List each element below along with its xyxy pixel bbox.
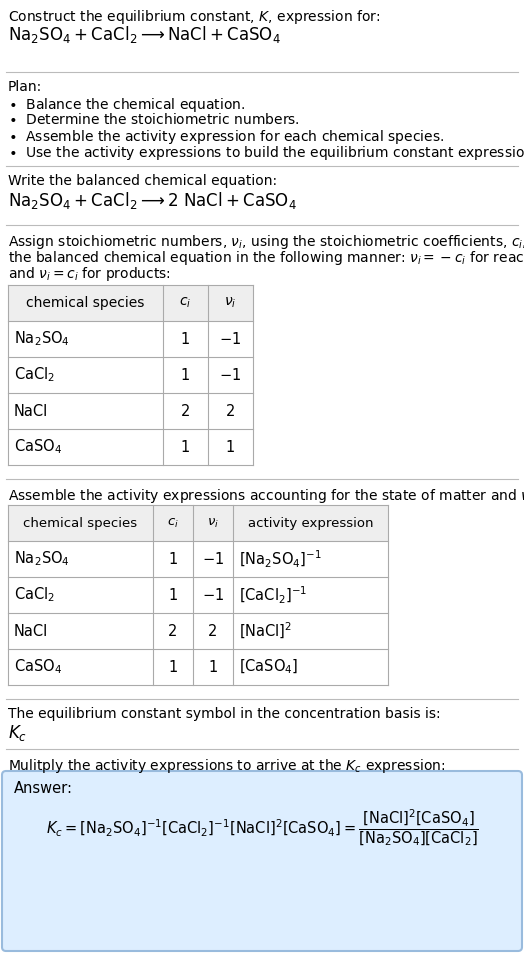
Text: 1: 1 [181, 439, 190, 455]
Text: $\nu_i$: $\nu_i$ [224, 296, 237, 310]
Text: the balanced chemical equation in the following manner: $\nu_i = -c_i$ for react: the balanced chemical equation in the fo… [8, 249, 524, 267]
Text: $\mathrm{CaSO_4}$: $\mathrm{CaSO_4}$ [14, 437, 62, 456]
Text: NaCl: NaCl [14, 404, 48, 418]
Text: $\mathrm{CaSO_4}$: $\mathrm{CaSO_4}$ [14, 657, 62, 677]
Text: activity expression: activity expression [248, 517, 373, 529]
Text: Assign stoichiometric numbers, $\nu_i$, using the stoichiometric coefficients, $: Assign stoichiometric numbers, $\nu_i$, … [8, 233, 524, 251]
Text: $[\mathrm{CaSO_4}]$: $[\mathrm{CaSO_4}]$ [239, 657, 298, 677]
Text: $[\mathrm{Na_2SO_4}]^{-1}$: $[\mathrm{Na_2SO_4}]^{-1}$ [239, 548, 322, 569]
Text: $\mathrm{Na_2SO_4}$: $\mathrm{Na_2SO_4}$ [14, 329, 70, 348]
Text: Answer:: Answer: [14, 781, 73, 796]
Text: $\bullet$  Balance the chemical equation.: $\bullet$ Balance the chemical equation. [8, 96, 245, 114]
Text: $\mathrm{Na_2SO_4 + CaCl_2 \longrightarrow 2\ NaCl + CaSO_4}$: $\mathrm{Na_2SO_4 + CaCl_2 \longrightarr… [8, 190, 297, 211]
Text: and $\nu_i = c_i$ for products:: and $\nu_i = c_i$ for products: [8, 265, 171, 283]
Text: 2: 2 [181, 404, 190, 418]
FancyBboxPatch shape [2, 771, 522, 951]
Text: Mulitply the activity expressions to arrive at the $K_c$ expression:: Mulitply the activity expressions to arr… [8, 757, 445, 775]
Text: 1: 1 [168, 659, 178, 675]
FancyBboxPatch shape [8, 505, 388, 541]
Text: $\bullet$  Use the activity expressions to build the equilibrium constant expres: $\bullet$ Use the activity expressions t… [8, 144, 524, 162]
Text: Write the balanced chemical equation:: Write the balanced chemical equation: [8, 174, 277, 188]
Text: 1: 1 [168, 551, 178, 567]
Text: $-1$: $-1$ [202, 587, 224, 603]
Text: $c_i$: $c_i$ [167, 517, 179, 529]
Text: $-1$: $-1$ [220, 331, 242, 347]
Text: 2: 2 [209, 624, 217, 638]
Text: $\mathrm{Na_2SO_4 + CaCl_2 \longrightarrow NaCl + CaSO_4}$: $\mathrm{Na_2SO_4 + CaCl_2 \longrightarr… [8, 24, 281, 45]
Text: $K_c$: $K_c$ [8, 723, 27, 743]
Text: Construct the equilibrium constant, $K$, expression for:: Construct the equilibrium constant, $K$,… [8, 8, 380, 26]
Text: Plan:: Plan: [8, 80, 42, 94]
Text: $\mathrm{CaCl_2}$: $\mathrm{CaCl_2}$ [14, 366, 55, 385]
Text: $\nu_i$: $\nu_i$ [207, 517, 219, 529]
Text: $\bullet$  Determine the stoichiometric numbers.: $\bullet$ Determine the stoichiometric n… [8, 112, 300, 127]
Text: The equilibrium constant symbol in the concentration basis is:: The equilibrium constant symbol in the c… [8, 707, 441, 721]
Text: 2: 2 [168, 624, 178, 638]
Text: Assemble the activity expressions accounting for the state of matter and $\nu_i$: Assemble the activity expressions accoun… [8, 487, 524, 505]
Text: 1: 1 [209, 659, 217, 675]
Text: $\mathrm{CaCl_2}$: $\mathrm{CaCl_2}$ [14, 586, 55, 605]
Text: 1: 1 [168, 588, 178, 603]
Text: 1: 1 [226, 439, 235, 455]
Text: 2: 2 [226, 404, 235, 418]
Text: $-1$: $-1$ [220, 367, 242, 383]
Text: $[\mathrm{CaCl_2}]^{-1}$: $[\mathrm{CaCl_2}]^{-1}$ [239, 585, 307, 606]
Text: $\mathrm{Na_2SO_4}$: $\mathrm{Na_2SO_4}$ [14, 549, 70, 568]
Text: $-1$: $-1$ [202, 551, 224, 567]
Text: 1: 1 [181, 367, 190, 383]
FancyBboxPatch shape [8, 285, 253, 321]
Text: $c_i$: $c_i$ [179, 296, 192, 310]
Text: 1: 1 [181, 331, 190, 346]
Text: $K_c = [\mathrm{Na_2SO_4}]^{-1}[\mathrm{CaCl_2}]^{-1}[\mathrm{NaCl}]^2[\mathrm{C: $K_c = [\mathrm{Na_2SO_4}]^{-1}[\mathrm{… [46, 807, 478, 848]
Text: chemical species: chemical species [24, 517, 138, 529]
Text: $[\mathrm{NaCl}]^2$: $[\mathrm{NaCl}]^2$ [239, 621, 292, 641]
Text: $\bullet$  Assemble the activity expression for each chemical species.: $\bullet$ Assemble the activity expressi… [8, 128, 444, 146]
Text: NaCl: NaCl [14, 624, 48, 638]
Text: chemical species: chemical species [26, 296, 145, 310]
